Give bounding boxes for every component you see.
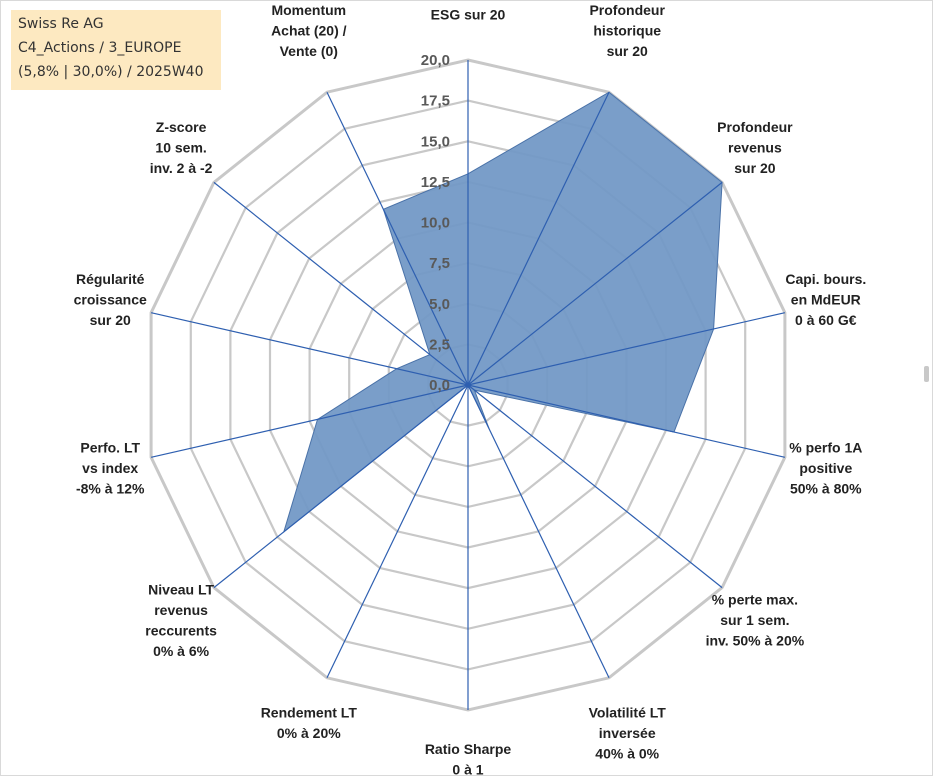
radar-spoke (467, 312, 786, 386)
radar-axis-label-line: Rendement LT (261, 705, 358, 721)
company-name: Swiss Re AG (18, 16, 104, 32)
radar-axis-label-line: inv. 50% à 20% (706, 633, 805, 649)
radar-axis-label: Profondeur historique sur 20 (589, 2, 665, 59)
radar-axis-label: Ratio Sharpe 0 à 1 (425, 741, 512, 776)
radar-tick-label: 2,5 (429, 336, 450, 353)
chart-info-box: Swiss Re AG C4_Actions / 3_EUROPE (5,8% … (11, 10, 221, 90)
radar-axis-label-line: Capi. bours. (785, 271, 866, 287)
vertical-scrollbar[interactable] (924, 6, 929, 766)
radar-spoke (150, 384, 469, 458)
radar-axis-label-line: 0% à 20% (277, 725, 341, 741)
radar-axis-label-line: revenus (154, 602, 208, 618)
radar-axis-label: Z-score 10 sem. inv. 2 à -2 (150, 119, 213, 176)
radar-spokes (150, 60, 786, 710)
radar-axis-label: Capi. bours. en MdEUR 0 à 60 G€ (785, 271, 866, 328)
radar-spoke (467, 181, 723, 386)
radar-axis-label-line: vs index (82, 460, 138, 476)
radar-tick-label: 5,0 (429, 296, 450, 313)
radar-axis-label-line: historique (593, 22, 661, 38)
radar-tick-label: 7,5 (429, 255, 450, 272)
radar-axis-label-line: 40% à 0% (595, 746, 659, 762)
radar-axis-label-line: Z-score (156, 119, 207, 135)
radar-spoke (326, 384, 469, 679)
radar-axis-label: Niveau LT revenus reccurents 0% à 6% (145, 581, 217, 659)
radar-tick-labels: 0,0 2,5 5,0 7,5 10,0 12,5 15,0 17,5 20,0 (421, 52, 450, 394)
radar-axis-label-line: sur 20 (90, 312, 131, 328)
radar-axis-label-line: Achat (20) / (271, 22, 347, 38)
radar-axis-labels: Note ESG sur 20 Profondeur historique sur 20… (74, 0, 867, 776)
radar-spoke (467, 384, 786, 458)
radar-axis-label-line: Volatilité LT (589, 705, 667, 721)
radar-axis-label: Régularité croissance sur 20 (74, 271, 147, 328)
radar-spoke (326, 91, 469, 386)
radar-axis-label: Volatilité LT inversée 40% à 0% (589, 705, 667, 762)
period-label: (5,8% | 30,0%) / 2025W40 (18, 64, 204, 80)
radar-tick-label: 20,0 (421, 52, 450, 69)
radar-axis-label: Momentum Achat (20) / Vente (0) (271, 2, 347, 59)
radar-tick-label: 17,5 (421, 93, 450, 110)
radar-axis-label-line: 0% à 6% (153, 643, 210, 659)
radar-axis-label-line: 0 à 1 (452, 762, 483, 776)
radar-tick-label: 0,0 (429, 377, 450, 394)
radar-axis-label-line: Régularité (76, 271, 145, 287)
radar-axis-label-line: revenus (728, 139, 782, 155)
radar-axis-label-line: croissance (74, 291, 147, 307)
radar-spoke (213, 181, 469, 386)
radar-spoke (467, 384, 610, 679)
radar-axis-label-line: en MdEUR (791, 291, 861, 307)
radar-tick-label: 15,0 (421, 133, 450, 150)
radar-axis-label-line: 50% à 80% (790, 481, 862, 497)
radar-axis-label-line: Vente (0) (280, 43, 338, 59)
radar-axis-label-line: Ratio Sharpe (425, 741, 512, 757)
radar-axis-label-line: -8% à 12% (76, 481, 145, 497)
category-label: C4_Actions / 3_EUROPE (18, 40, 182, 56)
radar-axis-label-line: inv. 2 à -2 (150, 160, 213, 176)
radar-axis-label-line: Niveau LT (148, 581, 214, 597)
radar-spoke (467, 91, 610, 386)
radar-spoke (467, 384, 723, 589)
radar-axis-label: % perfo 1A positive 50% à 80% (789, 440, 862, 497)
radar-axis-label: % perte max. sur 1 sem. inv. 50% à 20% (706, 592, 805, 649)
radar-spoke (213, 384, 469, 589)
radar-axis-label-line: ESG sur 20 (431, 7, 506, 23)
radar-axis-label-line: sur 20 (607, 43, 648, 59)
radar-axis-label-line: % perfo 1A (789, 440, 862, 456)
radar-axis-label-line: sur 1 sem. (720, 612, 789, 628)
radar-axis-label: Rendement LT 0% à 20% (261, 705, 358, 742)
radar-axis-label-line: inversée (599, 725, 656, 741)
scrollbar-thumb[interactable] (924, 366, 929, 382)
radar-axis-label-line: Profondeur (717, 119, 793, 135)
radar-axis-label: Profondeur revenus sur 20 (717, 119, 793, 176)
radar-axis-label-line: Profondeur (589, 2, 665, 18)
radar-axis-label: Perfo. LT vs index -8% à 12% (76, 440, 145, 497)
radar-axis-label-line: positive (799, 460, 852, 476)
radar-axis-label-line: reccurents (145, 622, 217, 638)
radar-tick-label: 12,5 (421, 174, 450, 191)
radar-axis-label-line: sur 20 (734, 160, 775, 176)
radar-axis-label-line: % perte max. (712, 592, 798, 608)
radar-tick-label: 10,0 (421, 215, 450, 232)
radar-axis-label-line: 0 à 60 G€ (795, 312, 857, 328)
radar-axis-label: Note ESG sur 20 (431, 0, 506, 23)
radar-axis-label-line: 10 sem. (155, 139, 206, 155)
radar-axis-label-line: Perfo. LT (80, 440, 140, 456)
radar-axis-label-line: Momentum (271, 2, 346, 18)
radar-axis-label-line: Note (452, 0, 483, 2)
radar-spoke (150, 312, 469, 386)
